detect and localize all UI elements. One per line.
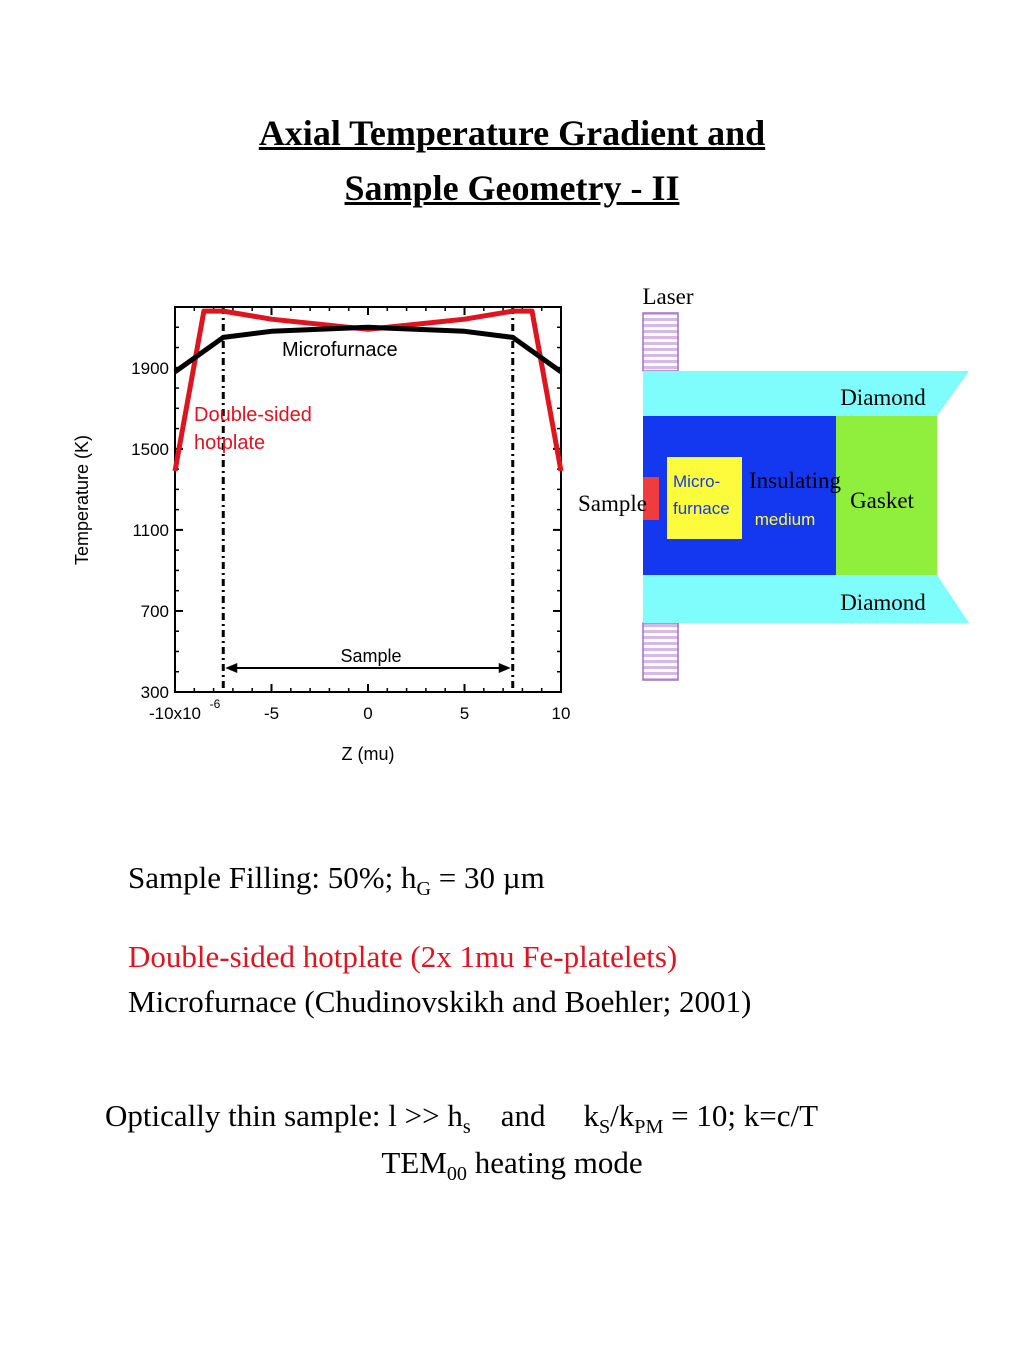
slide-title-line-1: Axial Temperature Gradient and [258,113,766,153]
microfurnace-label-2: furnace [673,499,730,518]
x-tick-exponent: -6 [210,697,221,711]
y-axis-label: Temperature (K) [72,435,92,565]
thin-and: and [500,1098,546,1133]
laser-label: Laser [642,284,693,309]
gasket-region [836,416,937,575]
thin-text: Optically thin sample: l >> h [105,1098,463,1133]
x-tick-label: 5 [460,704,469,723]
filling-sub: G [416,878,432,901]
diamond-top-label: Diamond [840,385,926,410]
sample-arrow-left-head [225,663,238,673]
diamond-anvil-bottom [643,575,969,623]
hotplate-note: Double-sided hotplate (2x 1mu Fe-platele… [128,939,678,974]
tem-note: TEM00 heating mode [0,1145,1024,1186]
sample-label: Sample [340,646,401,666]
series-microfurnace [173,324,563,374]
tem-end: heating mode [466,1145,643,1180]
hotplate-label-1: Double-sided [194,404,312,426]
diamond-bottom-label: Diamond [840,590,926,615]
gasket-label: Gasket [850,488,914,513]
y-tick-label: 1900 [131,359,169,378]
x-tick-label: -10x10 [149,704,201,723]
slide-title-line-2: Sample Geometry - II [344,168,680,208]
y-tick-label: 1500 [131,440,169,459]
y-tick-label: 300 [141,683,169,702]
hotplate-label-2: hotplate [194,432,265,454]
sample-block [643,477,659,520]
laser-beam-bottom [642,622,679,681]
x-tick-label: -5 [264,704,279,723]
microfurnace-block [667,457,742,539]
microfurnace-note: Microfurnace (Chudinovskikh and Boehler;… [128,984,752,1019]
microfurnace-label: Microfurnace [282,339,398,361]
y-tick-label: 1100 [132,521,169,540]
filling-suffix: = 30 µm [431,860,545,895]
insulating-label-1: Insulating [749,468,841,493]
thin-end: = 10; k=c/T [663,1098,819,1133]
filling-prefix: Sample Filling: 50%; h [128,860,417,895]
tem-sub: 00 [446,1163,467,1186]
x-axis-label: Z (mu) [342,744,395,764]
insulating-label-2: medium [755,510,815,529]
sample-geometry-diagram: Laser Diamond Diamond Insulating medium … [578,284,969,681]
sample-filling-note: Sample Filling: 50%; hG = 30 µm [128,860,545,901]
tem-text: TEM [381,1145,447,1180]
thin-sub-S: S [598,1116,611,1139]
y-tick-label: 700 [141,602,169,621]
x-tick-label: 10 [552,704,571,723]
sample-label-diagram: Sample [578,491,647,516]
laser-beam-top [642,312,679,372]
thin-slash: /k [610,1098,635,1133]
diamond-anvil-top [643,371,969,416]
microfurnace-label-1: Micro- [673,472,720,491]
thin-sub-s: s [462,1116,471,1139]
thin-k: k [583,1098,599,1133]
x-tick-label: 0 [363,704,372,723]
temperature-chart: 300 700 1100 1500 1900 -10x10 -6 -5 0 5 10 Microf… [72,306,571,764]
thin-sub-PM: PM [634,1116,664,1139]
optically-thin-note: Optically thin sample: l >> hs and kS/kPM … [105,1098,818,1139]
sample-arrow-right-head [498,663,511,673]
